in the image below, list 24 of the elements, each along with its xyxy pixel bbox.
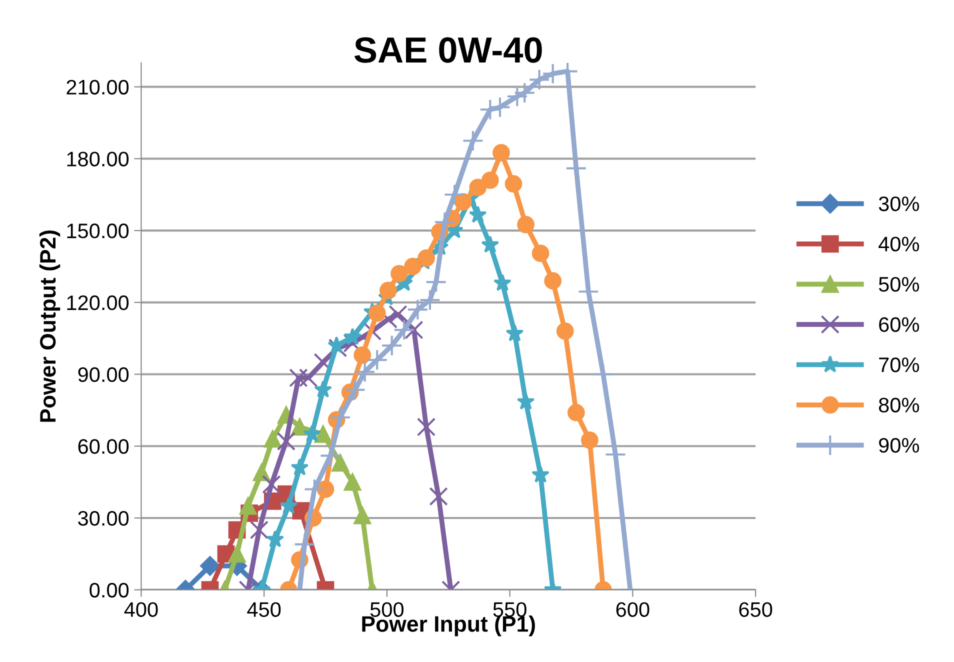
legend-label: 80% (878, 398, 920, 412)
legend-label: 50% (878, 276, 920, 292)
legend-label: 30% (878, 196, 920, 212)
legend-label: 70% (879, 357, 920, 372)
y-axis-title: Power Output (P2) (39, 230, 60, 422)
y-tick-label: 0.00 (90, 582, 129, 598)
x-tick-label: 500 (370, 602, 404, 617)
y-tick-label: 210.00 (66, 80, 129, 95)
chart-title: SAE 0W-40 (354, 37, 542, 63)
x-tick-label: 450 (247, 602, 281, 617)
y-tick-label: 60.00 (78, 439, 129, 454)
y-tick-label: 90.00 (78, 367, 129, 382)
x-tick-label: 550 (493, 602, 526, 617)
y-tick-label: 150.00 (67, 224, 129, 238)
x-tick-label: 650 (739, 602, 772, 617)
legend-label: 40% (878, 236, 920, 252)
legend-label: 90% (879, 438, 920, 453)
y-tick-label: 120.00 (67, 295, 129, 310)
y-tick-label: 30.00 (78, 510, 129, 526)
x-axis-title: Power Input (P1) (362, 616, 535, 636)
x-tick-label: 600 (616, 602, 650, 617)
x-tick-label: 400 (124, 602, 158, 617)
y-tick-label: 180.00 (67, 152, 129, 166)
legend-label: 60% (879, 317, 920, 332)
